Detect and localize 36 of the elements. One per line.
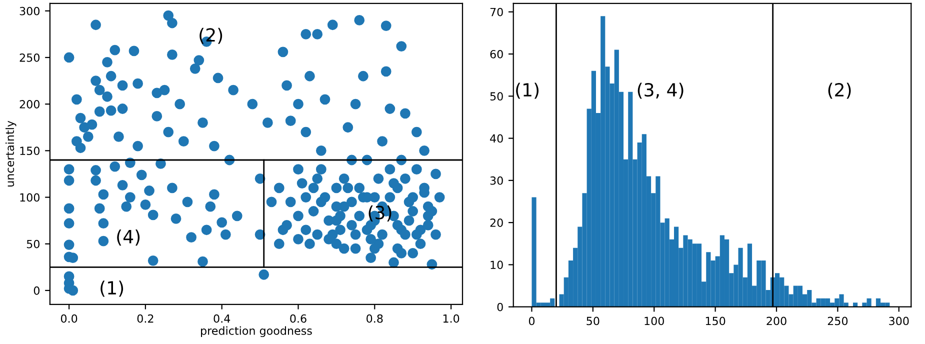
annotation: (1) — [516, 82, 539, 99]
annotation: (2) — [828, 82, 851, 99]
x-tick-label: 0.4 — [214, 314, 230, 323]
x-tick-label: 300 — [889, 316, 909, 326]
y-axis-title: uncertaintly — [5, 120, 16, 186]
x-tick-label: 1.0 — [443, 314, 460, 323]
x-tick-label: 100 — [644, 316, 664, 326]
annotation: (4) — [117, 230, 140, 246]
x-tick-label: 200 — [766, 316, 786, 326]
x-tick-label: 0.0 — [60, 314, 78, 323]
x-tick-label: 0.6 — [290, 314, 306, 323]
y-tick-label: 0 — [497, 302, 503, 312]
annotation: (2) — [200, 28, 222, 44]
y-tick-label: 40 — [490, 134, 503, 143]
annotation: (1) — [100, 280, 124, 297]
y-tick-label: 30 — [490, 176, 503, 185]
x-tick-label: 0.2 — [137, 314, 154, 323]
x-axis-title: prediction goodness — [201, 326, 312, 338]
y-tick-label: 200 — [20, 100, 40, 108]
y-tick-label: 100 — [20, 193, 40, 202]
y-tick-label: 60 — [490, 50, 503, 58]
y-tick-label: 70 — [490, 8, 503, 16]
y-tick-label: 10 — [490, 260, 503, 270]
x-tick-label: 150 — [706, 316, 726, 326]
x-tick-label: 250 — [828, 316, 848, 326]
x-tick-label: 50 — [586, 316, 600, 326]
x-tick-label: 0.8 — [366, 314, 383, 323]
y-tick-label: 250 — [20, 53, 40, 62]
y-tick-label: 0 — [34, 286, 40, 295]
y-tick-label: 20 — [490, 218, 503, 227]
y-tick-label: 150 — [20, 146, 40, 156]
y-tick-label: 50 — [26, 240, 40, 248]
y-tick-label: 50 — [490, 92, 503, 101]
x-tick-label: 0 — [528, 316, 535, 326]
y-tick-label: 300 — [20, 6, 40, 16]
annotation: (3, 4) — [638, 82, 684, 99]
